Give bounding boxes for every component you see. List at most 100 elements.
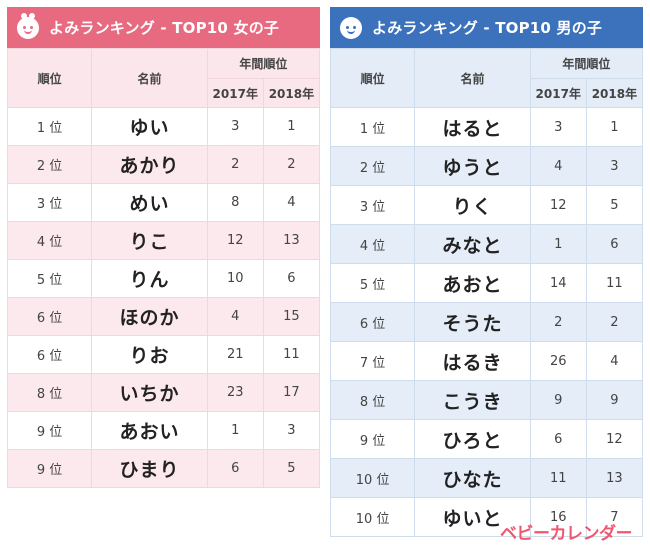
- name-cell: あおい: [91, 411, 208, 450]
- rank-cell: 9 位: [6, 449, 93, 488]
- year-2018-header: 2018年: [262, 78, 321, 108]
- rank-cell: 5 位: [329, 263, 416, 303]
- rank-2018-cell: 13: [585, 458, 644, 498]
- baby-calendar-logo: ベビーカレンダー: [500, 524, 633, 544]
- rank-2018-cell: 9: [585, 380, 644, 420]
- rank-2018-cell: 1: [262, 107, 321, 146]
- table-row: 5 位りん 10 6: [6, 259, 321, 298]
- year-rank-header: 年間順位: [529, 48, 644, 79]
- girl-face-icon: [17, 12, 39, 39]
- rank-cell: 10 位: [329, 458, 416, 498]
- table-row: 7 位はるき 26 4: [329, 341, 644, 381]
- rank-2018-cell: 15: [262, 297, 321, 336]
- rank-cell: 4 位: [6, 221, 93, 260]
- rank-2018-cell: 13: [262, 221, 321, 260]
- rank-cell: 3 位: [329, 185, 416, 225]
- rank-2017-cell: 3: [529, 107, 587, 147]
- girls-ranking-table: 順位 名前 年間順位 2017年 2018年 1 位ゆい 3 1 2 位あかり 2 2 3 …: [6, 48, 321, 488]
- girls-title: よみランキング - TOP10 女の子: [49, 19, 280, 37]
- rank-2018-cell: 4: [262, 183, 321, 222]
- rank-2018-cell: 3: [585, 146, 644, 186]
- table-row: 2 位あかり 2 2: [6, 145, 321, 184]
- name-cell: ほのか: [91, 297, 208, 336]
- rank-cell: 1 位: [329, 107, 416, 147]
- rank-2017-cell: 4: [206, 297, 264, 336]
- girls-ranking-panel: よみランキング - TOP10 女の子 順位 名前 年間順位 2017年 201…: [6, 7, 321, 488]
- name-cell: みなと: [414, 224, 531, 264]
- name-cell: りこ: [91, 221, 208, 260]
- table-row: 6 位ほのか 4 15: [6, 297, 321, 336]
- rank-2018-cell: 11: [262, 335, 321, 374]
- year-2017-header: 2017年: [206, 78, 264, 108]
- rank-2017-cell: 1: [206, 411, 264, 450]
- rank-2018-cell: 5: [585, 185, 644, 225]
- rank-2017-cell: 8: [206, 183, 264, 222]
- table-row: 4 位みなと 1 6: [329, 224, 644, 264]
- rank-2018-cell: 4: [585, 341, 644, 381]
- rank-2017-cell: 21: [206, 335, 264, 374]
- name-cell: ゆいと: [414, 497, 531, 537]
- year-rank-header: 年間順位: [206, 48, 321, 79]
- rank-2017-cell: 1: [529, 224, 587, 264]
- boys-ranking-table: 順位 名前 年間順位 2017年 2018年 1 位はると 3 1 2 位ゆうと 4 3 3…: [329, 48, 644, 537]
- rank-2018-cell: 1: [585, 107, 644, 147]
- rank-cell: 6 位: [6, 297, 93, 336]
- rank-2018-cell: 2: [585, 302, 644, 342]
- rank-cell: 3 位: [6, 183, 93, 222]
- name-cell: いちか: [91, 373, 208, 412]
- table-row: 8 位こうき 9 9: [329, 380, 644, 420]
- name-cell: ひろと: [414, 419, 531, 459]
- rank-2018-cell: 12: [585, 419, 644, 459]
- rank-2018-cell: 5: [262, 449, 321, 488]
- table-row: 9 位ひろと 6 12: [329, 419, 644, 459]
- name-cell: めい: [91, 183, 208, 222]
- table-row: 1 位ゆい 3 1: [6, 107, 321, 146]
- name-header: 名前: [91, 48, 208, 108]
- rank-2017-cell: 14: [529, 263, 587, 303]
- table-row: 5 位あおと 14 11: [329, 263, 644, 303]
- year-2018-header: 2018年: [585, 78, 644, 108]
- name-cell: はると: [414, 107, 531, 147]
- name-cell: ゆうと: [414, 146, 531, 186]
- boy-face-icon: [340, 16, 362, 39]
- rank-cell: 5 位: [6, 259, 93, 298]
- rank-2018-cell: 11: [585, 263, 644, 303]
- rank-2018-cell: 2: [262, 145, 321, 184]
- table-row: 2 位ゆうと 4 3: [329, 146, 644, 186]
- rank-2017-cell: 12: [206, 221, 264, 260]
- table-row: 10 位ひなた 11 13: [329, 458, 644, 498]
- rank-2017-cell: 2: [206, 145, 264, 184]
- rank-2017-cell: 6: [529, 419, 587, 459]
- table-row: 6 位そうた 2 2: [329, 302, 644, 342]
- rank-2018-cell: 6: [262, 259, 321, 298]
- rank-cell: 6 位: [6, 335, 93, 374]
- rank-2017-cell: 9: [529, 380, 587, 420]
- rank-header: 順位: [6, 48, 93, 108]
- table-row: 1 位はると 3 1: [329, 107, 644, 147]
- year-2017-header: 2017年: [529, 78, 587, 108]
- table-row: 9 位あおい 1 3: [6, 411, 321, 450]
- rank-2017-cell: 10: [206, 259, 264, 298]
- rank-2018-cell: 3: [262, 411, 321, 450]
- rank-2018-cell: 17: [262, 373, 321, 412]
- rank-cell: 2 位: [329, 146, 416, 186]
- name-cell: りく: [414, 185, 531, 225]
- table-row: 3 位めい 8 4: [6, 183, 321, 222]
- rank-2017-cell: 23: [206, 373, 264, 412]
- table-row: 9 位ひまり 6 5: [6, 449, 321, 488]
- table-row: 8 位いちか 23 17: [6, 373, 321, 412]
- rank-2017-cell: 11: [529, 458, 587, 498]
- rank-2017-cell: 3: [206, 107, 264, 146]
- girls-title-bar: よみランキング - TOP10 女の子: [7, 7, 320, 48]
- rank-2017-cell: 26: [529, 341, 587, 381]
- rank-cell: 9 位: [6, 411, 93, 450]
- rank-cell: 6 位: [329, 302, 416, 342]
- name-cell: あかり: [91, 145, 208, 184]
- rank-2017-cell: 4: [529, 146, 587, 186]
- boys-title-bar: よみランキング - TOP10 男の子: [330, 7, 643, 48]
- boys-title: よみランキング - TOP10 男の子: [372, 19, 603, 37]
- table-row: 6 位りお 21 11: [6, 335, 321, 374]
- rank-cell: 8 位: [329, 380, 416, 420]
- rank-2018-cell: 7: [585, 497, 644, 537]
- name-cell: りん: [91, 259, 208, 298]
